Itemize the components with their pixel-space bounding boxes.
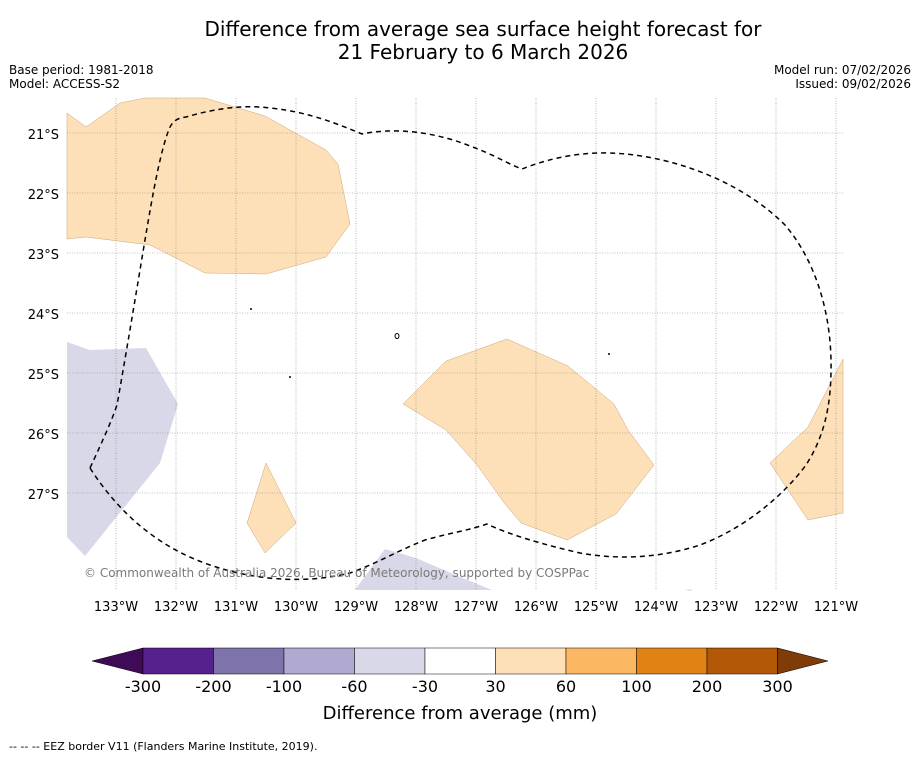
title-line-2: 21 February to 6 March 2026: [337, 40, 629, 64]
lon-label: 129°W: [334, 600, 378, 615]
lon-label: 133°W: [94, 600, 138, 615]
islands: [250, 308, 610, 378]
meta-left: Base period: 1981-2018 Model: ACCESS-S2: [9, 63, 154, 91]
colorbar-extend-low: [91, 647, 144, 675]
lat-label: 25°S: [28, 368, 59, 383]
positive-anomaly-east: [769, 358, 844, 521]
eez-border: [89, 105, 832, 581]
lon-label: 122°W: [754, 600, 798, 615]
longitude-labels: 133°W 132°W 131°W 130°W 129°W 128°W 127°…: [94, 600, 858, 615]
colorbar-tick-label: 200: [692, 677, 723, 696]
issued-date: Issued: 09/02/2026: [795, 77, 911, 91]
colorbar-tick-label: -200: [195, 677, 231, 696]
model-run: Model run: 07/02/2026: [773, 63, 911, 77]
base-period: Base period: 1981-2018: [9, 63, 154, 77]
lat-label: 27°S: [28, 488, 59, 503]
colorbar-tick-label: 30: [485, 677, 505, 696]
lon-label: 127°W: [454, 600, 498, 615]
lat-label: 24°S: [28, 308, 59, 323]
colorbar-segment: [636, 647, 708, 675]
colorbar-segment: [354, 647, 426, 675]
colorbar-segment: [142, 647, 214, 675]
colorbar-tick-label: 300: [762, 677, 793, 696]
lon-label: 123°W: [694, 600, 738, 615]
colorbar-tick-label: -300: [125, 677, 161, 696]
map-title: Difference from average sea surface heig…: [0, 18, 919, 64]
colorbar-segment: [495, 647, 567, 675]
map-area: © Commonwealth of Australia 2026, Bureau…: [28, 97, 858, 615]
colorbar-segment: [213, 647, 285, 675]
lon-label: 132°W: [154, 600, 198, 615]
lat-label: 26°S: [28, 428, 59, 443]
colorbar-segment: [283, 647, 355, 675]
colorbar-title: Difference from average (mm): [323, 703, 598, 724]
lon-label: 131°W: [214, 600, 258, 615]
island-4: [608, 353, 610, 355]
model-name: Model: ACCESS-S2: [9, 77, 121, 91]
lon-label: 121°W: [814, 600, 858, 615]
lon-label: 126°W: [514, 600, 558, 615]
positive-anomaly-south: [246, 462, 297, 554]
meta-right: Model run: 07/02/2026 Issued: 09/02/2026: [774, 63, 911, 91]
lon-label: 125°W: [574, 600, 618, 615]
graticule: [67, 98, 843, 590]
colorbar-tick-label: -30: [412, 677, 438, 696]
copyright-text: © Commonwealth of Australia 2026, Bureau…: [84, 566, 589, 580]
island-2: [394, 333, 400, 339]
title-line-1: Difference from average sea surface heig…: [204, 17, 762, 41]
negative-anomaly-west: [67, 342, 178, 556]
colorbar-tick-label: -100: [266, 677, 302, 696]
latitude-labels: 21°S 22°S 23°S 24°S 25°S 26°S 27°S: [28, 128, 59, 503]
island-1: [250, 308, 252, 310]
lon-label: 130°W: [274, 600, 318, 615]
colorbar: -300 -200 -100 -60 -30 30 60 100 200 300…: [91, 647, 829, 724]
lat-label: 21°S: [28, 128, 59, 143]
lon-label: 128°W: [394, 600, 438, 615]
lon-label: 124°W: [634, 600, 678, 615]
eez-footnote: -- -- -- EEZ border V11 (Flanders Marine…: [9, 740, 318, 753]
colorbar-segment: [424, 647, 496, 675]
colorbar-tick-label: -60: [341, 677, 367, 696]
positive-anomaly-center: [402, 338, 655, 541]
positive-anomaly-northwest: [66, 97, 351, 275]
colorbar-segment: [706, 647, 778, 675]
colorbar-segment: [565, 647, 637, 675]
lat-label: 22°S: [28, 188, 59, 203]
lat-label: 23°S: [28, 248, 59, 263]
negative-anomaly-bottom-edge: [685, 589, 693, 591]
negative-anomaly-bottom: [355, 549, 492, 590]
colorbar-tick-label: 60: [556, 677, 576, 696]
island-3: [289, 376, 291, 378]
colorbar-extend-high: [777, 647, 829, 675]
colorbar-tick-label: 100: [621, 677, 652, 696]
